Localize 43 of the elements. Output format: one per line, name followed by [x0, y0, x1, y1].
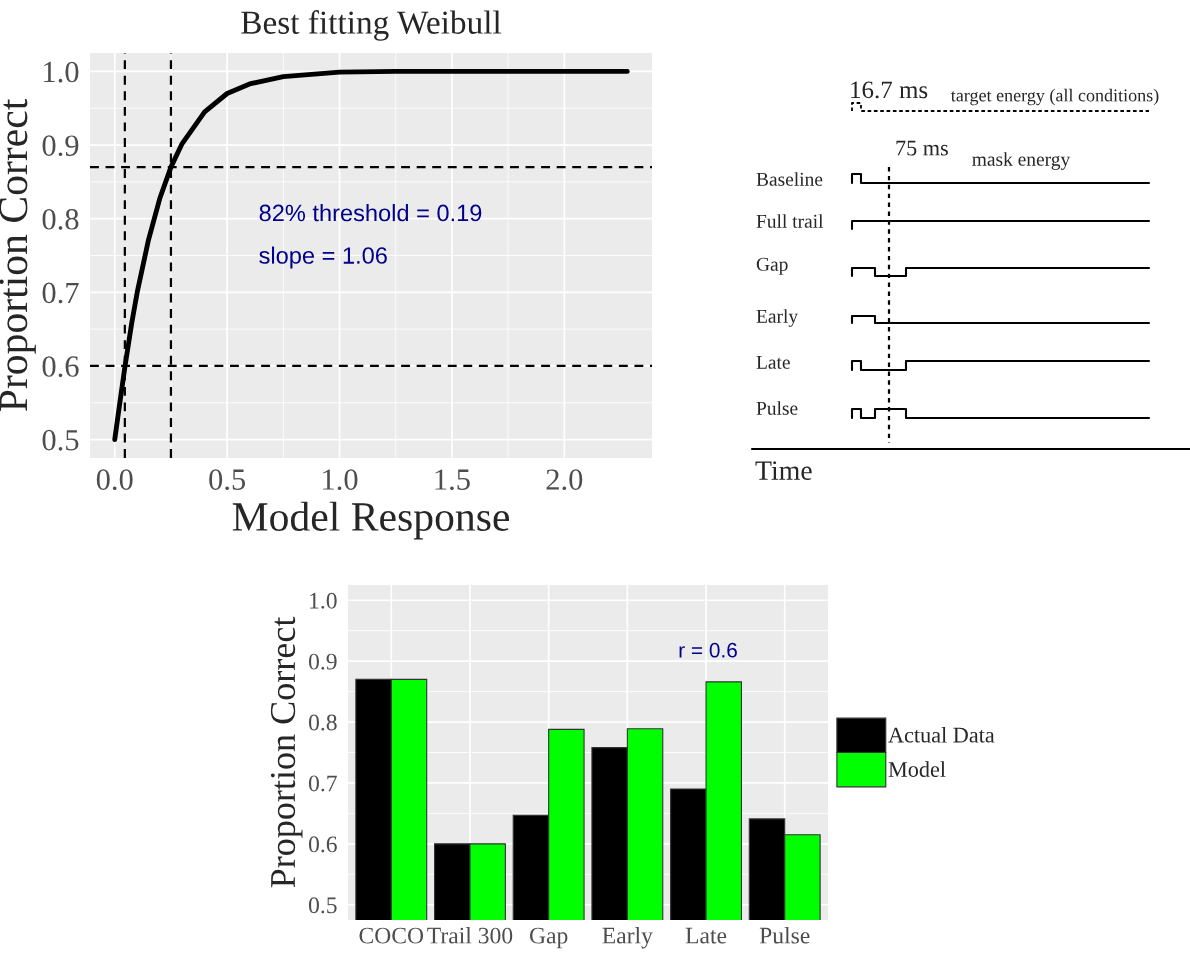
y-tick-label: 1.0 [310, 592, 337, 609]
x-tick-label: Pulse [759, 926, 810, 944]
x-tick-label: 0.5 [209, 469, 246, 491]
x-tick-label: 0.0 [96, 469, 133, 491]
text: 16.7 ms [851, 81, 928, 99]
category-label: Gap [756, 257, 788, 275]
x-tick-label: 2.0 [546, 469, 583, 491]
category-label: Late [756, 355, 790, 369]
y-tick-label: 0.6 [42, 356, 79, 377]
annotation: 82% threshold = 0.19 [259, 204, 482, 222]
category-label: Pulse [756, 401, 798, 415]
category-label: Early [756, 309, 799, 327]
chart-title: Best fitting Weibull [241, 10, 502, 41]
x-tick-label: Trail 300 [427, 926, 513, 944]
x-axis-title: Model Response [232, 501, 509, 540]
y-tick-label: 0.7 [308, 775, 337, 792]
text: target energy (all conditions) [950, 88, 1159, 106]
y-tick-label: 1.0 [44, 61, 79, 83]
y-tick-label: 0.8 [308, 714, 337, 731]
x-tick-label: Early [602, 926, 653, 949]
x-tick-label: 1.5 [435, 469, 470, 491]
y-tick-label: 0.5 [42, 429, 79, 451]
annotation: slope = 1.06 [259, 246, 387, 269]
category-label: Full trail [756, 214, 824, 228]
legend-label: Actual Data [888, 726, 995, 743]
annotation: r = 0.6 [679, 642, 737, 658]
x-tick-label: COCO [359, 927, 424, 944]
text: 75 ms [896, 140, 948, 156]
text: Time [755, 461, 812, 480]
category-label: Baseline [756, 172, 823, 186]
x-tick-label: Gap [529, 927, 568, 949]
x-tick-label: Late [685, 927, 727, 944]
x-tick-label: 1.0 [323, 469, 358, 491]
y-axis-title: Proportion Correct [270, 616, 303, 888]
y-tick-label: 0.8 [42, 208, 79, 230]
y-tick-label: 0.9 [308, 653, 337, 670]
y-tick-label: 0.7 [42, 282, 79, 304]
text: mask energy [972, 152, 1071, 170]
y-tick-label: 0.9 [42, 135, 79, 157]
y-tick-label: 0.6 [308, 836, 337, 853]
legend-label: Model [888, 761, 946, 777]
y-tick-label: 0.5 [308, 897, 337, 914]
y-axis-title: Proportion Correct [0, 98, 36, 412]
